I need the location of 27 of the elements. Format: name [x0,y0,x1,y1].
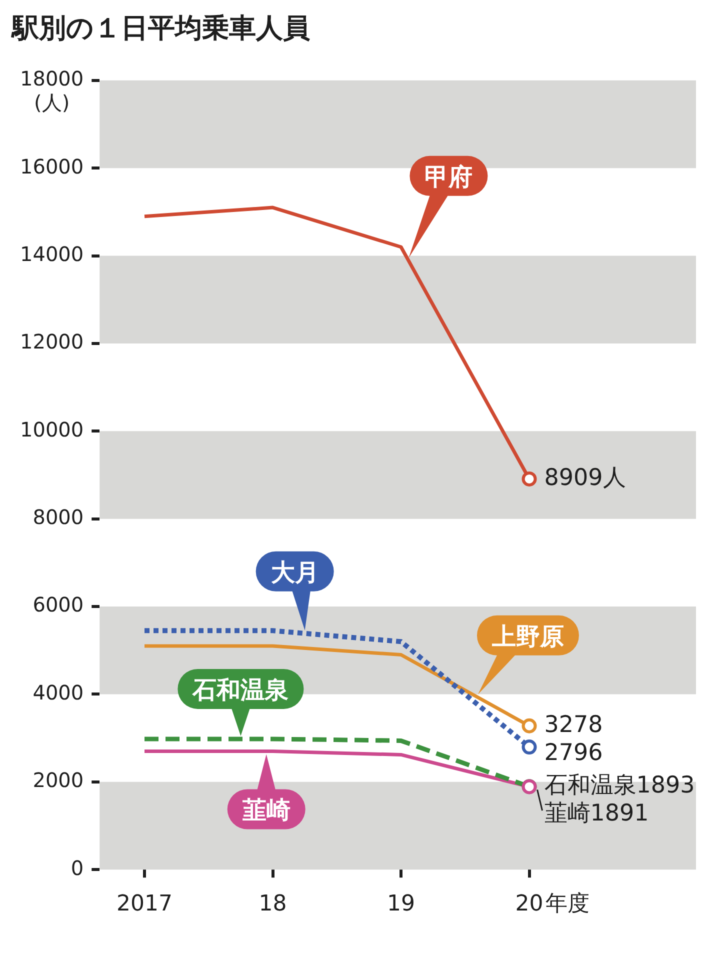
text: 甲府 [424,162,473,191]
x-tick-label: 18 [258,892,287,917]
data-label: 石和温泉1893 [544,772,695,799]
y-tick-label: 0 [70,856,84,880]
series-label: 韮崎 [241,796,290,824]
y-tick-label: 8000 [32,505,84,530]
y-tick-label: 16000 [20,154,84,178]
y-tick-label: 18000 [20,66,84,91]
y-tick-label: 12000 [20,330,84,354]
x-tick-label: 2017 [116,892,173,917]
series-label: 上野原 [490,622,564,650]
series-label: 石和温泉 [192,676,289,704]
series-label: 大月 [270,558,319,586]
y-tick-label: 2000 [32,768,84,792]
x-axis-title: 年度 [545,891,590,916]
data-label: 2796 [544,740,603,766]
y-tick-label: 6000 [32,592,84,617]
y-axis-title: (人) [34,90,70,115]
y-tick-label: 14000 [20,242,84,266]
y-tick-label: 10000 [20,417,84,442]
data-label: 韮崎1891 [544,800,649,827]
chart-title: 駅別の１日平均乗車人員 [10,13,310,44]
x-tick-label: 20 [515,892,544,917]
y-tick-label: 4000 [32,680,84,704]
x-tick-label: 19 [387,892,416,917]
data-label: 3278 [544,712,603,738]
data-label: 8909人 [544,464,626,491]
